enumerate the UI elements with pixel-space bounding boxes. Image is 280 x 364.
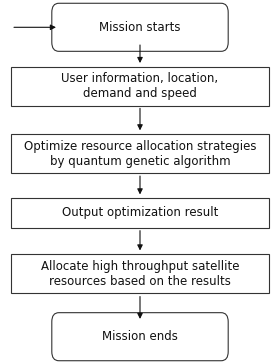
Text: User information, location,
demand and speed: User information, location, demand and s… — [61, 72, 219, 100]
FancyBboxPatch shape — [11, 134, 269, 173]
Text: Optimize resource allocation strategies
by quantum genetic algorithm: Optimize resource allocation strategies … — [24, 140, 256, 167]
Text: Allocate high throughput satellite
resources based on the results: Allocate high throughput satellite resou… — [41, 260, 239, 288]
Text: Output optimization result: Output optimization result — [62, 206, 218, 219]
FancyBboxPatch shape — [11, 198, 269, 228]
FancyBboxPatch shape — [52, 3, 228, 51]
Text: Mission starts: Mission starts — [99, 21, 181, 34]
FancyBboxPatch shape — [11, 254, 269, 293]
FancyBboxPatch shape — [11, 67, 269, 106]
FancyBboxPatch shape — [52, 313, 228, 361]
Text: Mission ends: Mission ends — [102, 330, 178, 343]
